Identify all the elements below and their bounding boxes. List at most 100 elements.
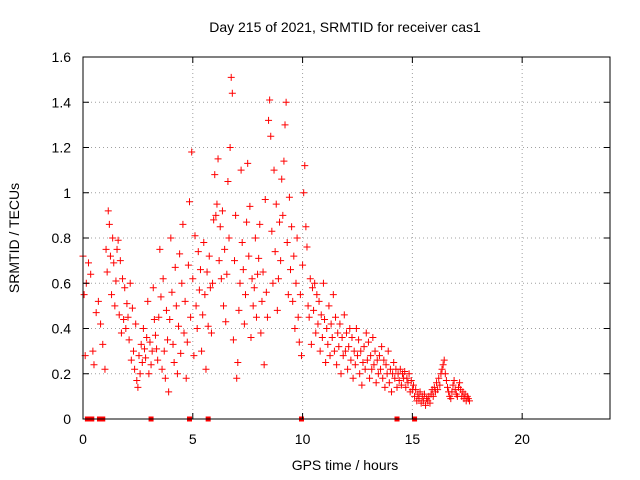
data-point: [147, 361, 155, 369]
data-point: [222, 318, 230, 326]
data-point: [416, 388, 424, 396]
data-point: [249, 302, 257, 310]
data-point: [304, 302, 312, 310]
data-point: [351, 361, 359, 369]
data-points: [79, 73, 473, 422]
data-point: [190, 352, 198, 360]
data-point: [199, 311, 207, 319]
data-point: [385, 379, 393, 387]
data-point: [426, 399, 434, 407]
data-point: [142, 354, 150, 362]
data-point: [182, 374, 190, 382]
data-point: [133, 377, 141, 385]
data-point: [240, 320, 248, 328]
data-point: [80, 291, 88, 299]
data-point: [216, 223, 224, 231]
data-point: [294, 313, 302, 321]
data-point: [124, 313, 132, 321]
data-point: [366, 374, 374, 382]
x-tick-label: 20: [514, 431, 530, 447]
x-tick-label: 0: [79, 431, 87, 447]
data-point: [313, 291, 321, 299]
data-point: [172, 302, 180, 310]
data-point: [120, 315, 128, 323]
data-point: [138, 358, 146, 366]
data-point: [272, 200, 280, 208]
data-point: [200, 239, 208, 247]
data-point: [319, 279, 327, 287]
data-point: [401, 367, 409, 375]
data-point: [371, 347, 379, 355]
data-point: [352, 325, 360, 332]
data-point: [203, 268, 211, 276]
data-point: [122, 325, 130, 332]
data-point: [137, 340, 145, 348]
data-point: [198, 347, 206, 355]
data-point: [187, 313, 195, 321]
data-point: [258, 297, 266, 305]
y-tick-label: 0.2: [52, 366, 72, 382]
data-point: [261, 196, 269, 204]
data-point: [106, 252, 114, 260]
data-point: [373, 356, 381, 364]
data-point: [119, 275, 127, 283]
data-point: [332, 313, 340, 321]
data-point: [92, 309, 100, 317]
data-point: [188, 148, 196, 156]
data-point: [183, 338, 191, 346]
data-point: [211, 171, 219, 179]
data-point: [378, 343, 386, 351]
data-point: [248, 275, 256, 283]
data-point: [308, 284, 316, 292]
data-point: [370, 361, 378, 369]
data-point: [263, 313, 271, 321]
data-point: [218, 207, 226, 215]
data-point: [143, 334, 151, 342]
data-point: [125, 336, 133, 344]
data-point: [301, 162, 309, 170]
data-point: [234, 358, 242, 366]
data-point: [243, 218, 251, 226]
data-point: [101, 365, 109, 373]
data-point: [228, 89, 236, 97]
data-point: [291, 325, 299, 332]
data-point: [251, 234, 259, 242]
data-point: [244, 159, 252, 167]
x-tick-label: 5: [189, 431, 197, 447]
data-point: [405, 370, 413, 378]
data-point: [114, 236, 122, 244]
data-point: [355, 336, 363, 344]
data-point: [148, 347, 156, 355]
data-point: [265, 116, 273, 124]
data-point: [134, 383, 142, 391]
data-point: [278, 175, 286, 183]
data-point: [316, 347, 324, 355]
data-point: [434, 386, 442, 394]
data-point: [173, 370, 181, 378]
data-point: [193, 325, 201, 332]
data-point: [259, 268, 267, 276]
data-point: [344, 365, 352, 373]
data-point: [268, 227, 276, 235]
data-point: [335, 343, 343, 351]
data-point: [440, 356, 448, 364]
data-point: [158, 365, 166, 373]
data-point: [145, 370, 153, 378]
data-point: [384, 347, 392, 355]
data-point: [412, 386, 420, 394]
data-point: [269, 279, 277, 287]
data-point: [357, 347, 365, 355]
data-point: [310, 306, 318, 314]
data-point: [170, 358, 178, 366]
data-point: [175, 322, 183, 330]
data-point: [167, 234, 175, 242]
data-point: [168, 288, 176, 296]
x-axis-label: GPS time / hours: [292, 457, 399, 473]
data-point: [322, 358, 330, 366]
data-point: [161, 374, 169, 382]
data-point: [201, 291, 209, 299]
data-point: [181, 297, 189, 305]
data-point: [233, 374, 241, 382]
data-point: [302, 223, 310, 231]
data-point: [375, 352, 383, 360]
